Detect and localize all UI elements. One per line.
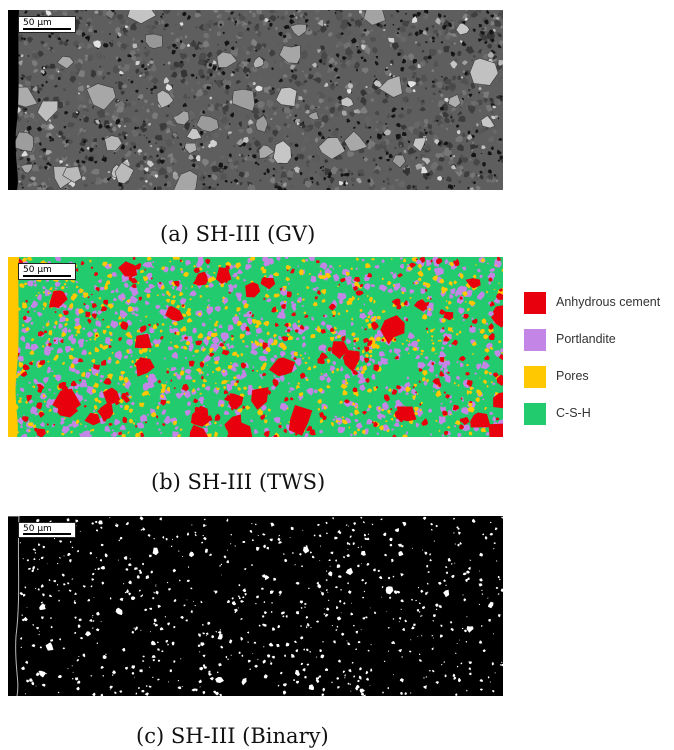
caption-b: (b) SH-III (TWS) bbox=[151, 470, 326, 494]
legend-label: Pores bbox=[556, 369, 589, 383]
sem-image-gv: 50 µm bbox=[8, 10, 503, 190]
legend-item-anhydrous-cement: Anhydrous cement bbox=[524, 292, 674, 314]
legend-label: Anhydrous cement bbox=[556, 295, 661, 309]
scale-bar-line bbox=[23, 533, 71, 535]
scale-bar-label: 50 µm bbox=[23, 524, 52, 534]
legend-item-portlandite: Portlandite bbox=[524, 329, 674, 351]
caption-c: (c) SH-III (Binary) bbox=[136, 724, 329, 748]
legend-swatch bbox=[524, 366, 546, 388]
legend-label: C-S-H bbox=[556, 406, 591, 420]
scale-bar: 50 µm bbox=[18, 16, 76, 33]
legend-item-pores: Pores bbox=[524, 366, 674, 388]
scale-bar-line bbox=[23, 28, 71, 30]
legend-swatch bbox=[524, 403, 546, 425]
scale-bar: 50 µm bbox=[18, 263, 76, 280]
legend-swatch bbox=[524, 292, 546, 314]
gv-micrograph bbox=[8, 10, 503, 190]
tws-segmentation bbox=[8, 257, 503, 437]
scale-bar-line bbox=[23, 275, 71, 277]
caption-a: (a) SH-III (GV) bbox=[160, 222, 316, 246]
sem-image-binary: 50 µm bbox=[8, 516, 503, 696]
binary-map bbox=[8, 516, 503, 696]
scale-bar-label: 50 µm bbox=[23, 265, 52, 275]
legend-label: Portlandite bbox=[556, 332, 616, 346]
scale-bar-label: 50 µm bbox=[23, 18, 52, 28]
legend-item-c-s-h: C-S-H bbox=[524, 403, 674, 425]
scale-bar: 50 µm bbox=[18, 522, 76, 538]
sem-image-tws: 50 µm bbox=[8, 257, 503, 437]
legend-swatch bbox=[524, 329, 546, 351]
